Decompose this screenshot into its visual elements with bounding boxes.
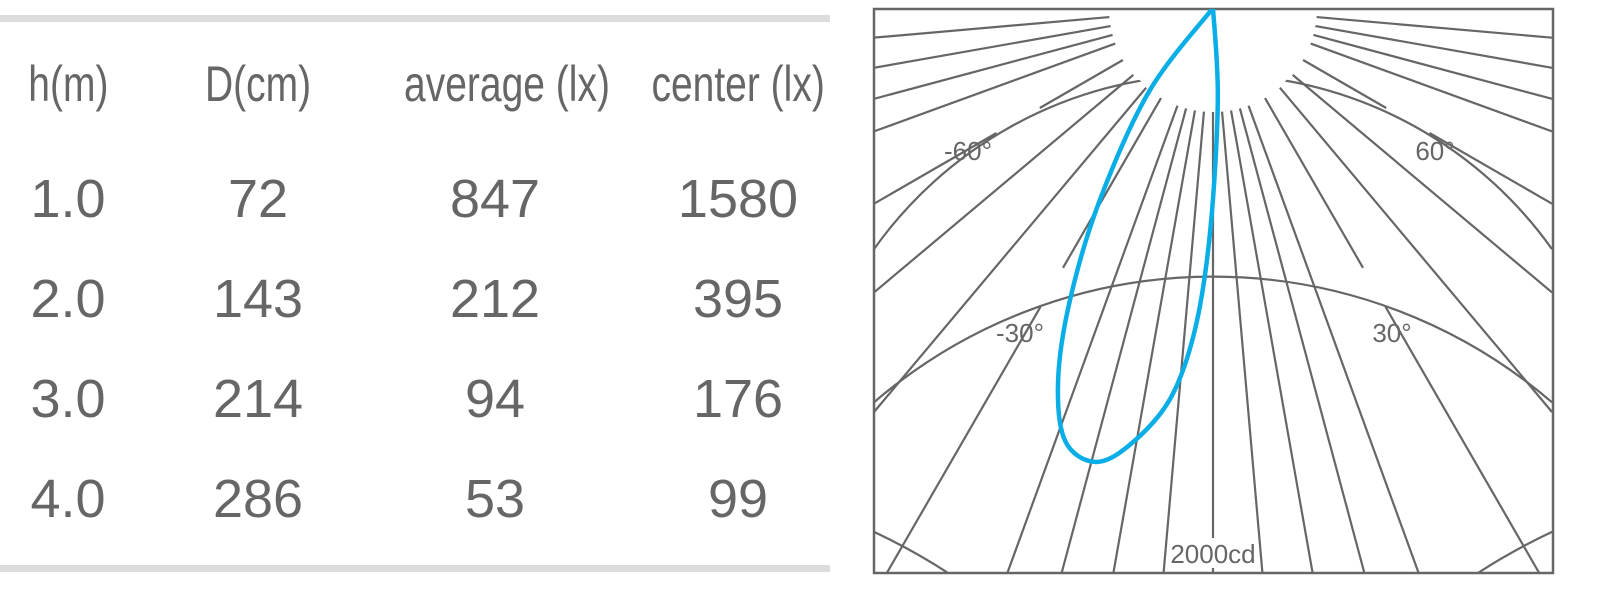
radial-line xyxy=(874,86,1147,413)
radial-line xyxy=(874,42,1116,133)
radial-line xyxy=(1264,97,1364,269)
table-cell: 1.0 xyxy=(30,169,106,229)
radial-line xyxy=(1384,306,1541,573)
grid-ring xyxy=(1109,0,1317,8)
radial-line xyxy=(1112,110,1197,573)
radial-line xyxy=(1310,42,1553,133)
radial-line xyxy=(1006,105,1179,573)
table-cell: 72 xyxy=(227,169,289,229)
column-header-text: average (lx) xyxy=(404,56,610,112)
angle-label: -30° xyxy=(996,318,1044,348)
table-cell: 1580 xyxy=(677,169,799,229)
table-cell: 94 xyxy=(464,369,526,429)
radial-line xyxy=(1315,24,1553,69)
table-cell: 3.0 xyxy=(30,369,106,429)
bottom-rule xyxy=(0,565,830,572)
table-cell: 53 xyxy=(464,469,526,529)
radial-line xyxy=(1062,97,1162,269)
radial-line xyxy=(1279,86,1553,413)
radial-line xyxy=(885,306,1042,573)
radial-label-bg xyxy=(1168,538,1258,568)
radial-line xyxy=(1302,59,1387,109)
column-header: h(m) xyxy=(0,55,188,113)
column-header: center (lx) xyxy=(618,55,858,113)
radial-line xyxy=(1060,108,1188,573)
angle-label: 60° xyxy=(1415,136,1454,166)
inner-ring-fill xyxy=(1110,9,1316,111)
radial-line xyxy=(1428,132,1553,205)
radial-scale-label: 2000cd xyxy=(1170,539,1255,569)
radial-line xyxy=(874,24,1111,69)
table-cell: 2.0 xyxy=(30,269,106,329)
table-cell: 99 xyxy=(707,469,769,529)
radial-line xyxy=(1039,59,1124,109)
table-cell: 4.0 xyxy=(30,469,106,529)
table-cell: 143 xyxy=(212,269,304,329)
column-header: D(cm) xyxy=(138,55,378,113)
radial-line xyxy=(1291,74,1553,294)
radial-line xyxy=(1162,111,1206,573)
intensity-curve xyxy=(1055,9,1221,465)
table-cell: 176 xyxy=(692,369,784,429)
table-cell: 214 xyxy=(212,369,304,429)
grid-ring xyxy=(1005,0,1421,8)
radial-line xyxy=(874,15,1110,39)
radial-line xyxy=(1238,108,1366,573)
table-cell: 212 xyxy=(449,269,541,329)
table-cell: 847 xyxy=(449,169,541,229)
column-header: average (lx) xyxy=(375,55,615,113)
table-cell: 286 xyxy=(212,469,304,529)
column-header-text: D(cm) xyxy=(204,56,312,112)
radial-line xyxy=(1220,111,1264,573)
grid-ring xyxy=(874,530,949,573)
radial-line xyxy=(874,33,1113,100)
grid-ring xyxy=(1477,530,1553,573)
angle-label: 30° xyxy=(1372,318,1411,348)
angle-label: -60° xyxy=(944,136,992,166)
radial-line xyxy=(874,74,1135,294)
grid-ring xyxy=(901,0,1525,8)
column-header-text: h(m) xyxy=(27,56,109,112)
radial-line xyxy=(1316,15,1553,39)
radial-line xyxy=(1247,105,1420,573)
radial-line xyxy=(1313,33,1553,100)
top-rule xyxy=(0,15,830,22)
table-cell: 395 xyxy=(692,269,784,329)
radial-line xyxy=(874,132,998,205)
column-header-text: center (lx) xyxy=(651,56,825,112)
radial-line xyxy=(1229,110,1314,573)
